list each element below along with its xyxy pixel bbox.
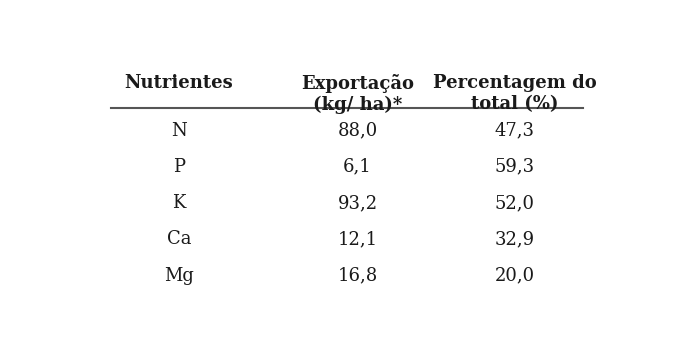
Text: Nutrientes: Nutrientes [125, 74, 234, 92]
Text: P: P [173, 158, 185, 176]
Text: Percentagem do
total (%): Percentagem do total (%) [433, 74, 596, 113]
Text: 59,3: 59,3 [495, 158, 535, 176]
Text: 52,0: 52,0 [495, 194, 535, 212]
Text: 12,1: 12,1 [337, 230, 378, 248]
Text: N: N [171, 121, 187, 140]
Text: K: K [173, 194, 185, 212]
Text: 47,3: 47,3 [495, 121, 535, 140]
Text: 88,0: 88,0 [337, 121, 378, 140]
Text: Ca: Ca [167, 230, 192, 248]
Text: 93,2: 93,2 [337, 194, 378, 212]
Text: Exportação
(kg/ ha)*: Exportação (kg/ ha)* [301, 74, 414, 114]
Text: 6,1: 6,1 [343, 158, 372, 176]
Text: 16,8: 16,8 [337, 267, 378, 285]
Text: 20,0: 20,0 [495, 267, 535, 285]
Text: 32,9: 32,9 [495, 230, 535, 248]
Text: Mg: Mg [164, 267, 194, 285]
